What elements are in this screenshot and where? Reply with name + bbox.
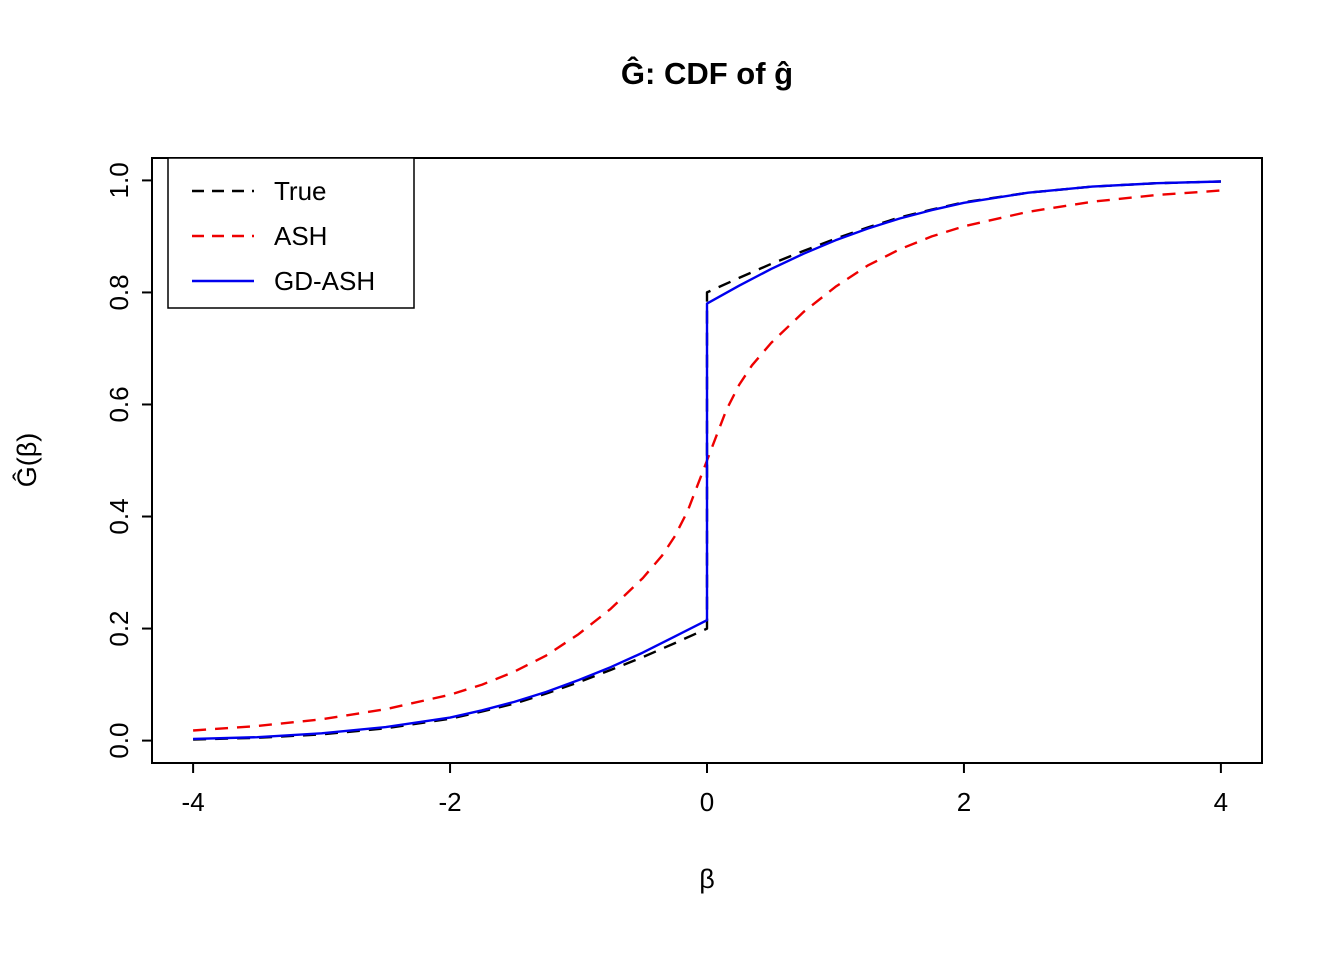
y-tick-label: 0.6 bbox=[104, 386, 134, 422]
x-tick-label: -4 bbox=[182, 787, 205, 817]
x-axis-label: β bbox=[699, 864, 715, 894]
legend-label-ash: ASH bbox=[274, 221, 327, 251]
legend-label-true: True bbox=[274, 176, 327, 206]
legend-label-gd-ash: GD-ASH bbox=[274, 266, 375, 296]
legend-box bbox=[167, 157, 415, 309]
chart-title: Ĝ: CDF of ĝ bbox=[621, 55, 793, 91]
legend-entry-gd-ash: GD-ASH bbox=[192, 266, 375, 296]
series-layer bbox=[193, 180, 1221, 741]
y-tick-label: 0.8 bbox=[104, 274, 134, 310]
axes-layer: -4 -2 0 2 4 0.0 0.2 0.4 0.6 0.8 1.0 bbox=[104, 157, 1263, 817]
y-tick-label: 0.4 bbox=[104, 498, 134, 534]
x-tick-label: 2 bbox=[957, 787, 971, 817]
y-tick-label: 1.0 bbox=[104, 162, 134, 198]
y-tick-label: 0.0 bbox=[104, 723, 134, 759]
legend: True ASH GD-ASH bbox=[167, 157, 415, 309]
y-axis-label: Ĝ(β) bbox=[11, 433, 42, 488]
x-tick-label: 4 bbox=[1214, 787, 1228, 817]
x-tick-label: 0 bbox=[700, 787, 714, 817]
legend-entry-true: True bbox=[192, 176, 327, 206]
x-tick-label: -2 bbox=[438, 787, 461, 817]
legend-entry-ash: ASH bbox=[192, 221, 327, 251]
series-line-gd-ash bbox=[193, 180, 1221, 741]
y-tick-label: 0.2 bbox=[104, 610, 134, 646]
